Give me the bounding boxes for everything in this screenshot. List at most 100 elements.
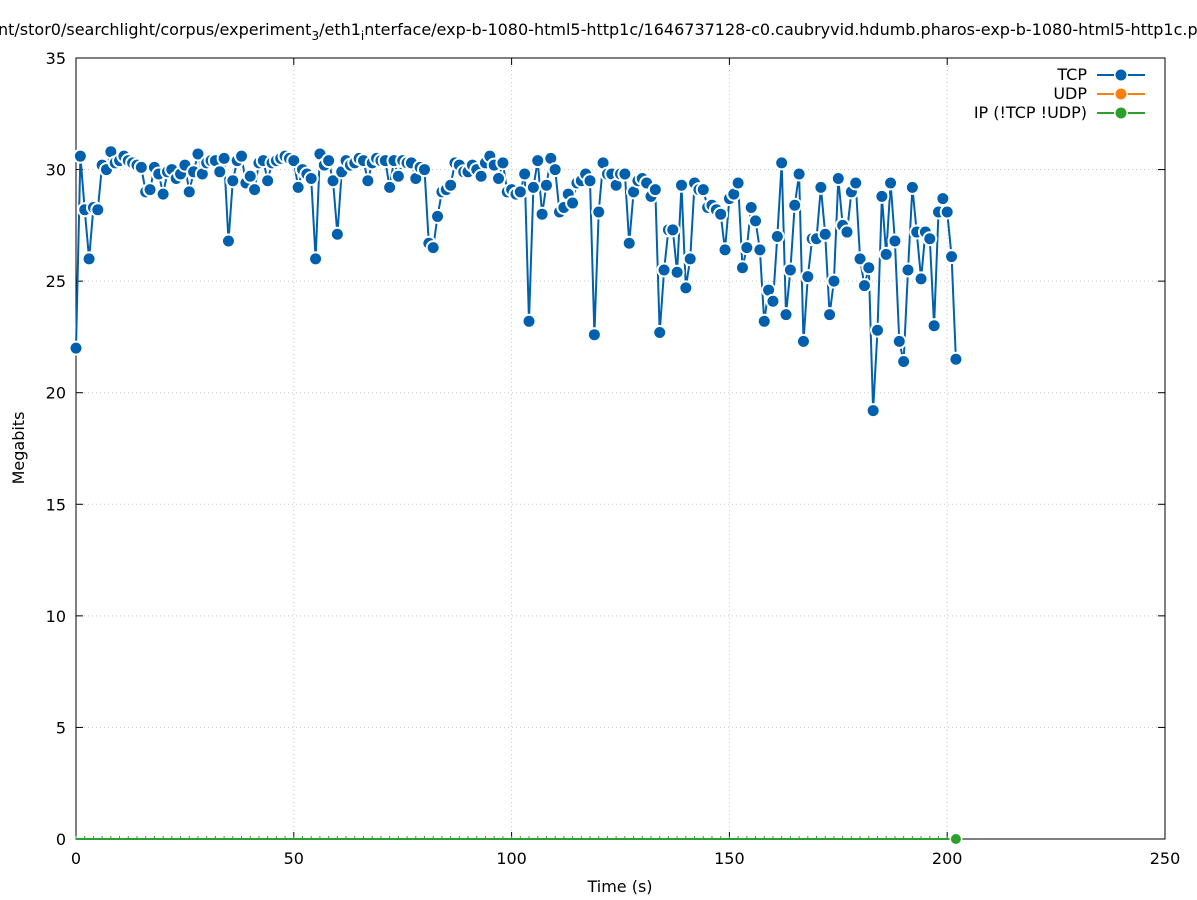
data-point (523, 315, 535, 327)
data-point (497, 157, 509, 169)
legend-item-3: IP (!TCP !UDP) (974, 103, 1145, 122)
data-point (863, 262, 875, 274)
data-point (793, 168, 805, 180)
data-point (584, 175, 596, 187)
y-axis-label: Megabits (9, 412, 28, 485)
title-subscript-2: i (361, 29, 364, 43)
data-point (310, 253, 322, 265)
data-point (157, 188, 169, 200)
series-layer (68, 144, 964, 846)
title-subscript-1: 3 (311, 29, 319, 43)
legend-marker (1115, 107, 1127, 119)
data-point (384, 181, 396, 193)
data-point (950, 353, 962, 365)
data-point (227, 175, 239, 187)
data-point (514, 186, 526, 198)
data-point (527, 181, 539, 193)
data-point (776, 157, 788, 169)
data-point (362, 175, 374, 187)
axes: 0 50 100 150 200 250 0 5 10 15 20 25 30 35 (46, 49, 1181, 868)
data-point (924, 233, 936, 245)
series-3 (75, 832, 963, 846)
data-point (654, 326, 666, 338)
data-point (74, 150, 86, 162)
title-part-2: /eth1 (319, 20, 361, 39)
y-tick-label: 0 (56, 830, 66, 849)
data-point (819, 228, 831, 240)
data-point (532, 155, 544, 167)
y-tick-label: 30 (46, 161, 66, 180)
data-point (588, 329, 600, 341)
data-point (610, 179, 622, 191)
data-point (754, 244, 766, 256)
data-point (732, 177, 744, 189)
data-point (323, 155, 335, 167)
data-point (867, 405, 879, 417)
data-point (854, 253, 866, 265)
chart-title: nt/stor0/searchlight/corpus/experiment3/… (0, 20, 1197, 43)
data-point (222, 235, 234, 247)
y-tick-label: 35 (46, 49, 66, 68)
data-point (758, 315, 770, 327)
data-point (475, 170, 487, 182)
data-point (493, 172, 505, 184)
data-point (567, 197, 579, 209)
data-point (915, 273, 927, 285)
data-point (872, 324, 884, 336)
y-tick-label: 20 (46, 384, 66, 403)
y-tick-label: 10 (46, 607, 66, 626)
data-point (432, 210, 444, 222)
data-point (623, 237, 635, 249)
data-point (741, 242, 753, 254)
data-point (937, 193, 949, 205)
data-point (536, 208, 548, 220)
data-point (135, 161, 147, 173)
data-point (675, 179, 687, 191)
legend-marker (1115, 88, 1127, 100)
data-point (841, 226, 853, 238)
data-point (784, 264, 796, 276)
data-point (628, 186, 640, 198)
x-tick-label: 50 (284, 849, 304, 868)
data-point (885, 177, 897, 189)
data-point (858, 280, 870, 292)
data-point (697, 184, 709, 196)
x-tick-label: 0 (71, 849, 81, 868)
data-point (715, 208, 727, 220)
data-point (658, 264, 670, 276)
data-point (950, 834, 961, 844)
data-point (902, 264, 914, 276)
legend-item-2: UDP (1053, 84, 1145, 103)
data-point (331, 228, 343, 240)
data-point (850, 177, 862, 189)
data-point (192, 148, 204, 160)
data-point (445, 179, 457, 191)
x-tick-label: 250 (1150, 849, 1181, 868)
data-point (767, 295, 779, 307)
legend-label: TCP (1056, 65, 1087, 84)
data-point (249, 184, 261, 196)
data-point (292, 181, 304, 193)
data-point (828, 275, 840, 287)
data-point (236, 150, 248, 162)
title-part-1: nt/stor0/searchlight/corpus/experiment (0, 20, 311, 39)
data-point (667, 224, 679, 236)
data-point (789, 199, 801, 211)
data-point (244, 170, 256, 182)
data-point (946, 251, 958, 263)
data-point (183, 186, 195, 198)
data-point (418, 164, 430, 176)
data-point (593, 206, 605, 218)
data-point (719, 244, 731, 256)
data-point (105, 146, 117, 158)
data-point (540, 179, 552, 191)
x-tick-label: 100 (496, 849, 527, 868)
data-point (736, 262, 748, 274)
data-point (410, 172, 422, 184)
data-point (750, 215, 762, 227)
data-point (802, 271, 814, 283)
x-tick-label: 150 (714, 849, 745, 868)
data-point (684, 253, 696, 265)
